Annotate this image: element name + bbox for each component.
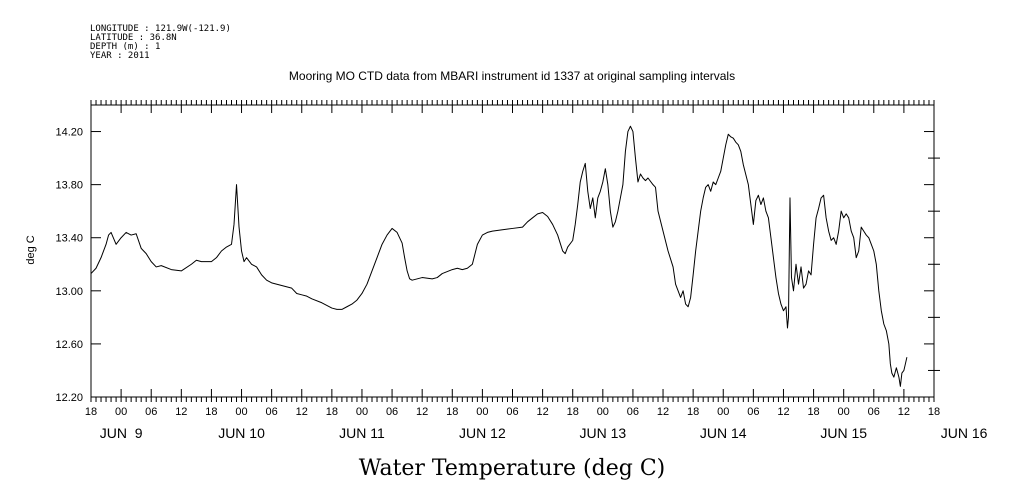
x-tick-label: 00 [235, 406, 247, 418]
x-tick-label: 18 [326, 406, 338, 418]
x-tick-label: 06 [627, 406, 639, 418]
year-label: YEAR : 2011 [90, 51, 150, 61]
x-day-label: JUN 16 [941, 425, 988, 441]
latitude-label: LATITUDE : 36.8N [90, 33, 177, 43]
minor-tick-marks [90, 100, 935, 402]
x-day-label: JUN 9 [100, 425, 143, 441]
x-tick-label: 00 [597, 406, 609, 418]
y-tick-label: 13.80 [55, 180, 83, 192]
x-tick-label: 00 [838, 406, 850, 418]
x-tick-label: 18 [567, 406, 579, 418]
x-tick-label: 06 [386, 406, 398, 418]
x-day-label: JUN 14 [700, 425, 747, 441]
x-tick-label: 12 [898, 406, 910, 418]
x-day-label: JUN 10 [218, 425, 265, 441]
series-line [90, 125, 908, 387]
x-tick-label: 06 [266, 406, 278, 418]
x-tick-label: 18 [205, 406, 217, 418]
y-tick-label: 13.40 [55, 233, 83, 245]
x-tick-label: 12 [536, 406, 548, 418]
depth-label: DEPTH (m) : 1 [90, 42, 160, 52]
x-tick-label: 18 [807, 406, 819, 418]
chart-title: Mooring MO CTD data from MBARI instrumen… [289, 69, 735, 83]
x-tick-label: 12 [657, 406, 669, 418]
plot-frame [90, 104, 935, 398]
x-tick-label: 12 [416, 406, 428, 418]
x-tick-label: 18 [687, 406, 699, 418]
x-tick-label: 06 [145, 406, 157, 418]
y-tick-label: 14.20 [55, 127, 83, 139]
x-tick-label: 00 [717, 406, 729, 418]
x-tick-label: 06 [868, 406, 880, 418]
x-day-label: JUN 12 [459, 425, 506, 441]
x-axis: 18 00 06 12 18 00 06 12 18 00 06 12 18 00 06 12 18 00 06 12… [85, 105, 988, 441]
y-axis-label: deg C [25, 235, 37, 264]
series-group [90, 125, 908, 387]
x-day-label: JUN 11 [339, 425, 385, 441]
minor-ticks [90, 100, 935, 402]
y-axis: 12.20 12.60 13.00 13.40 13.80 14.20 [55, 127, 940, 404]
x-tick-label: 12 [175, 406, 187, 418]
y-tick-label: 12.60 [55, 339, 83, 351]
x-tick-label: 18 [85, 406, 97, 418]
y-tick-label: 12.20 [55, 392, 83, 404]
x-day-label: JUN 15 [820, 425, 867, 441]
x-tick-label: 12 [296, 406, 308, 418]
x-tick-label: 00 [115, 406, 127, 418]
x-tick-label: 18 [928, 406, 940, 418]
x-tick-label: 18 [446, 406, 458, 418]
longitude-label: LONGITUDE : 121.9W(-121.9) [90, 24, 231, 34]
y-tick-label: 13.00 [55, 286, 83, 298]
x-tick-label: 00 [356, 406, 368, 418]
x-tick-label: 12 [777, 406, 789, 418]
x-tick-label: 06 [506, 406, 518, 418]
x-tick-label: 00 [476, 406, 488, 418]
x-tick-label: 06 [747, 406, 759, 418]
x-day-label: JUN 13 [579, 425, 626, 441]
x-axis-title: Water Temperature (deg C) [359, 456, 666, 481]
